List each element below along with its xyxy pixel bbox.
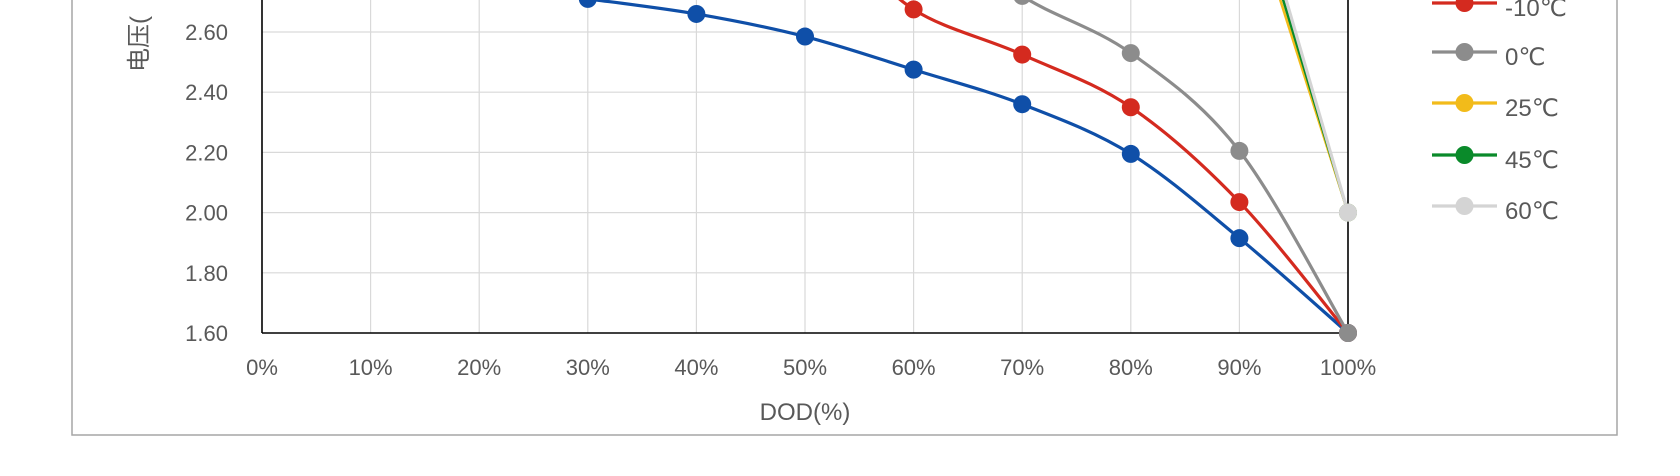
x-tick-label: 10%: [349, 355, 393, 380]
x-tick-label: 90%: [1217, 355, 1261, 380]
data-point: [1230, 193, 1249, 212]
x-tick-labels: 0% 10% 20% 30% 40% 50% 60% 70% 80% 90% 100%: [246, 355, 1376, 380]
data-point: [904, 60, 923, 79]
x-tick-label: 80%: [1109, 355, 1153, 380]
data-point: [1230, 141, 1249, 160]
data-point: [1013, 95, 1032, 114]
legend-label: 45℃: [1505, 147, 1559, 174]
x-tick-label: 50%: [783, 355, 827, 380]
y-axis-title: 电压(: [126, 16, 153, 72]
series-line: [1025, 0, 1350, 334]
data-point: [1014, 0, 1031, 5]
y-tick-label: 2.00: [185, 201, 228, 226]
data-point: [1121, 98, 1140, 117]
data-point: [796, 27, 814, 46]
series-line: [1284, 0, 1350, 214]
data-point: [578, 0, 597, 8]
y-tick-label: 1.60: [185, 321, 228, 346]
y-tick-label: 2.20: [185, 140, 228, 165]
legend-swatch-marker: [1455, 146, 1474, 164]
data-point: [1013, 45, 1032, 64]
legend-swatch-marker: [1455, 0, 1474, 12]
legend-label: -10℃: [1505, 0, 1567, 22]
data-point: [904, 0, 923, 19]
x-tick-label: 0%: [246, 355, 278, 380]
x-tick-label: 70%: [1000, 355, 1044, 380]
y-tick-label: 1.80: [185, 261, 228, 286]
x-tick-label: 30%: [566, 355, 610, 380]
y-tick-label: 2.40: [185, 80, 228, 105]
x-tick-label: 100%: [1320, 355, 1376, 380]
data-point: [687, 4, 706, 23]
data-point: [1230, 229, 1249, 248]
x-tick-label: 60%: [892, 355, 936, 380]
legend-swatch-marker: [1455, 43, 1474, 61]
legend-swatch-marker: [1455, 94, 1474, 112]
x-axis-title: DOD(%): [760, 399, 851, 426]
chart-frame: [71, 0, 1618, 436]
legend-label: 25℃: [1505, 95, 1559, 122]
axes: [261, 0, 1349, 334]
markers-layer: [578, 0, 1357, 342]
y-tick-labels: 1.60 1.80 2.00 2.20 2.40 2.60: [185, 20, 228, 346]
legend-label: 60℃: [1505, 198, 1559, 225]
data-point: [1121, 144, 1140, 163]
data-point: [1339, 203, 1357, 222]
x-tick-label: 40%: [674, 355, 718, 380]
legend: -10℃ 0℃ 25℃ 45℃ 60℃: [1432, 0, 1567, 225]
data-point: [1121, 44, 1140, 63]
y-tick-label: 2.60: [185, 20, 228, 45]
legend-swatch-marker: [1455, 197, 1474, 215]
legend-label: 0℃: [1505, 44, 1545, 71]
x-tick-label: 20%: [457, 355, 501, 380]
data-point: [1339, 324, 1357, 342]
